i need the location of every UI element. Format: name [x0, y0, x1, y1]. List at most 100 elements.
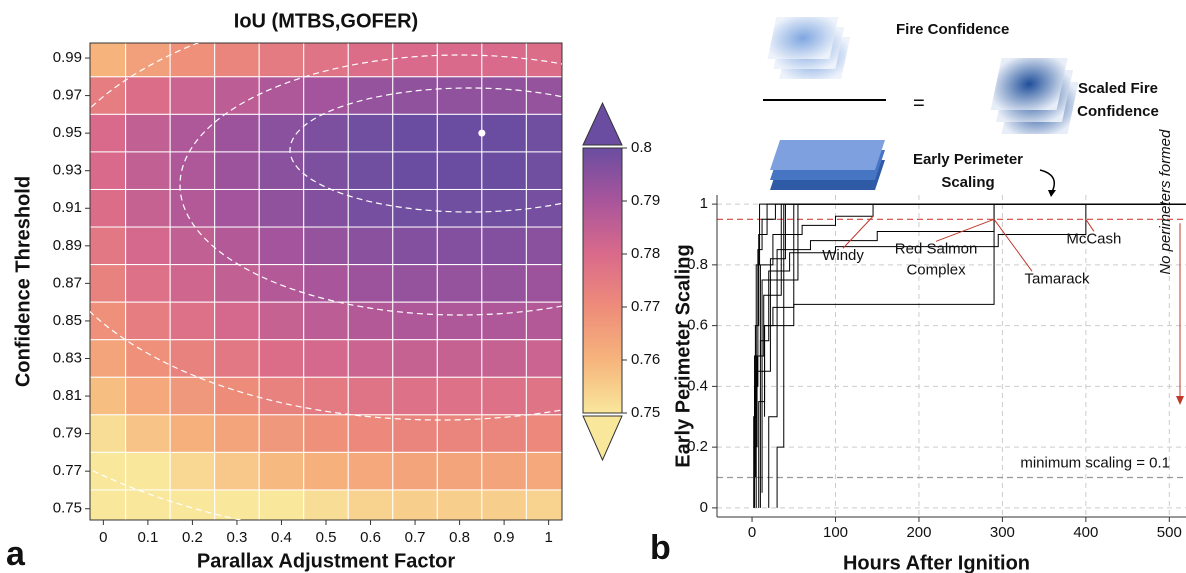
heatmap-cell — [392, 226, 438, 266]
min-note: minimum scaling = 0.1 — [1020, 454, 1170, 471]
heatmap-cell — [214, 226, 260, 266]
x-tick-label: 0.8 — [449, 529, 470, 546]
heatmap-cell — [481, 42, 527, 78]
series-line — [754, 203, 1186, 478]
heatmap-cell — [169, 42, 216, 78]
heatmap-cell — [214, 451, 260, 491]
heatmap-cell — [89, 42, 127, 78]
panel-b: 0 100 200 300 400 500 0 0.2 0.4 0.6 0.8 1 Windy Red S… — [650, 129, 1186, 573]
heatmap-cell — [525, 226, 563, 266]
y-tick-label: 0.2 — [687, 438, 708, 455]
heatmap-cell — [125, 188, 171, 228]
heatmap-cell — [392, 489, 438, 521]
heatmap-cell — [347, 188, 394, 228]
y-tick-label: 0.81 — [53, 387, 82, 404]
heatmap-cell — [436, 451, 483, 491]
side-note: No perimeters formed — [1157, 129, 1174, 275]
panel-a: 0 0.1 0.2 0.3 0.4 0.5 0.6 0.7 0.8 0.9 10.750.770.7… — [6, 10, 660, 573]
heatmap-cell — [525, 113, 563, 153]
heatmap-cell — [525, 451, 563, 491]
heatmap-cell — [303, 489, 349, 521]
annotation-pointer — [935, 218, 995, 242]
heatmap-cell — [347, 264, 394, 303]
heatmap-cell — [214, 264, 260, 303]
heatmap-cell — [258, 489, 305, 521]
y-axis-label: Confidence Threshold — [12, 176, 34, 387]
heatmap-cell — [436, 188, 483, 228]
heatmap-cell — [89, 376, 127, 416]
heatmap-cell — [392, 339, 438, 378]
y-tick-label: 0.93 — [53, 162, 82, 179]
heatmap-cell — [214, 339, 260, 378]
heatmap-cell — [169, 188, 216, 228]
heatmap-cell — [481, 188, 527, 228]
heatmap-cell — [258, 339, 305, 378]
annotation: McCash — [1066, 230, 1121, 247]
heatmap-cell — [436, 76, 483, 115]
heatmap-cell — [525, 339, 563, 378]
y-tick-label: 0.95 — [53, 124, 82, 141]
heatmap-cell — [303, 151, 349, 190]
annotation: Complex — [906, 261, 966, 278]
heatmap-cell — [258, 451, 305, 491]
diagram-text: Fire Confidence — [896, 21, 1009, 38]
best-marker — [478, 129, 486, 137]
heatmap-cell — [125, 264, 171, 303]
heatmap-cell — [169, 76, 216, 115]
heatmap-cell — [481, 301, 527, 341]
heatmap-cell — [169, 376, 216, 416]
heatmap-cell — [125, 151, 171, 190]
heatmap-cell — [89, 451, 127, 491]
heatmap-cell — [258, 264, 305, 303]
y-tick-label: 0.91 — [53, 199, 82, 216]
heatmap-cell — [481, 451, 527, 491]
colorbar-extend — [582, 101, 623, 146]
y-tick-label: 0.79 — [53, 425, 82, 442]
heatmap-cell — [303, 76, 349, 115]
heatmap-cell — [481, 113, 527, 153]
heatmap-cell — [525, 264, 563, 303]
heatmap-cell — [392, 301, 438, 341]
y-tick-label: 1 — [700, 195, 708, 212]
heatmap-cell — [258, 76, 305, 115]
heatmap-cell — [303, 42, 349, 78]
heatmap-cell — [214, 301, 260, 341]
heatmap-cell — [125, 113, 171, 153]
annotation-pointer — [1085, 219, 1095, 232]
heatmap-cell — [525, 188, 563, 228]
heatmap-cell — [258, 414, 305, 453]
heatmap-cell — [214, 188, 260, 228]
heatmap-cell — [392, 113, 438, 153]
x-tick-label: 0 — [99, 529, 107, 546]
heatmap-cell — [169, 226, 216, 266]
x-tick-label: 0.4 — [271, 529, 292, 546]
heatmap-cell — [481, 226, 527, 266]
x-tick-label: 0.5 — [316, 529, 337, 546]
heatmap-cell — [525, 376, 563, 416]
colorbar-tick-label: 0.78 — [631, 245, 660, 262]
heatmap-cell — [89, 151, 127, 190]
heatmap-cell — [436, 264, 483, 303]
heatmap-cell — [392, 151, 438, 190]
contours — [0, 0, 950, 540]
heatmap-cell — [525, 151, 563, 190]
heatmap-cell — [89, 414, 127, 453]
x-tick-label: 0 — [748, 524, 756, 541]
heatmap-cell — [436, 489, 483, 521]
annotation-pointer — [842, 215, 874, 249]
x-tick-label: 400 — [1073, 524, 1098, 541]
x-tick-label: 200 — [906, 524, 931, 541]
heatmap-cell — [169, 264, 216, 303]
colorbar-tick-label: 0.75 — [631, 404, 660, 421]
y-tick-label: 0.97 — [53, 87, 82, 104]
heatmap-cell — [125, 414, 171, 453]
x-tick-label: 0.7 — [405, 529, 426, 546]
heatmap-cell — [481, 151, 527, 190]
y-tick-label: 0.75 — [53, 500, 82, 517]
heatmap-cell — [347, 451, 394, 491]
heatmap-cell — [214, 42, 260, 78]
y-tick-label: 0.6 — [687, 317, 708, 334]
y-tick-label: 0.89 — [53, 237, 82, 254]
heatmap-cell — [303, 188, 349, 228]
